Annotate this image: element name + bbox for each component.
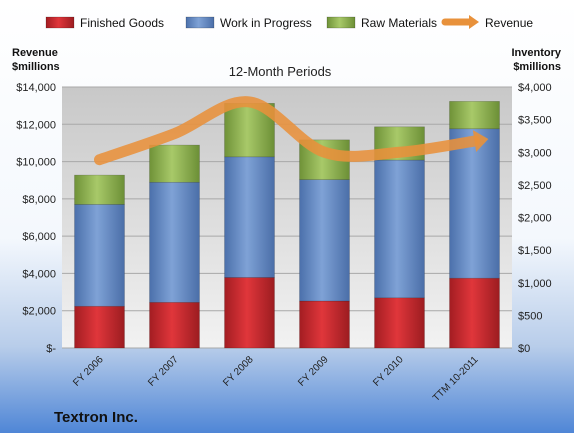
bar-raw-materials (449, 101, 500, 130)
bar-work-in-progress (224, 156, 275, 278)
legend-label: Raw Materials (361, 16, 437, 30)
legend-swatch (326, 16, 356, 29)
revenue-arrowhead (472, 130, 489, 152)
legend-arrowhead (469, 15, 479, 29)
legend-label: Revenue (485, 16, 533, 30)
right-axis-title-line1: Inventory (511, 47, 561, 59)
left-tick-label: $14,000 (16, 82, 56, 94)
bar-finished-goods (449, 277, 500, 349)
legend-swatch (45, 16, 75, 29)
right-tick-label: $500 (518, 310, 542, 322)
left-tick-label: $8,000 (22, 194, 56, 206)
bar-finished-goods (149, 302, 200, 349)
left-tick-label: $- (46, 343, 56, 355)
legend-label: Work in Progress (220, 16, 312, 30)
bar-work-in-progress (374, 159, 425, 299)
bar-finished-goods (224, 277, 275, 349)
right-axis-title-line2: $millions (513, 61, 561, 73)
company-name: Textron Inc. (54, 409, 138, 426)
bar-work-in-progress (299, 179, 350, 302)
chart-subtitle: 12-Month Periods (229, 64, 332, 79)
legend: Finished Goods Work in Progress Raw Materi… (45, 15, 533, 30)
left-axis-title-line1: Revenue (12, 47, 58, 59)
legend-label: Finished Goods (80, 16, 164, 30)
right-tick-label: $3,500 (518, 115, 552, 127)
left-axis-title-line2: $millions (12, 61, 60, 73)
bar-raw-materials (149, 144, 200, 183)
bar-work-in-progress (149, 181, 200, 303)
right-tick-label: $4,000 (518, 82, 552, 94)
bar-finished-goods (374, 297, 425, 349)
bars-layer (74, 101, 500, 349)
right-tick-label: $1,000 (518, 278, 552, 290)
legend-swatch (185, 16, 215, 29)
bar-work-in-progress (449, 128, 500, 279)
left-tick-label: $10,000 (16, 157, 56, 169)
left-tick-label: $12,000 (16, 119, 56, 131)
right-tick-label: $2,000 (518, 213, 552, 225)
bar-work-in-progress (74, 204, 125, 307)
bar-finished-goods (299, 300, 350, 349)
left-tick-label: $2,000 (22, 306, 56, 318)
bar-finished-goods (74, 305, 125, 349)
right-tick-label: $0 (518, 343, 530, 355)
bar-raw-materials (74, 174, 125, 205)
left-tick-label: $4,000 (22, 268, 56, 280)
right-tick-label: $1,500 (518, 245, 552, 257)
right-tick-label: $2,500 (518, 180, 552, 192)
right-tick-label: $3,000 (518, 147, 552, 159)
revenue-line (94, 96, 480, 166)
line-layer (94, 96, 489, 166)
left-tick-label: $6,000 (22, 231, 56, 243)
